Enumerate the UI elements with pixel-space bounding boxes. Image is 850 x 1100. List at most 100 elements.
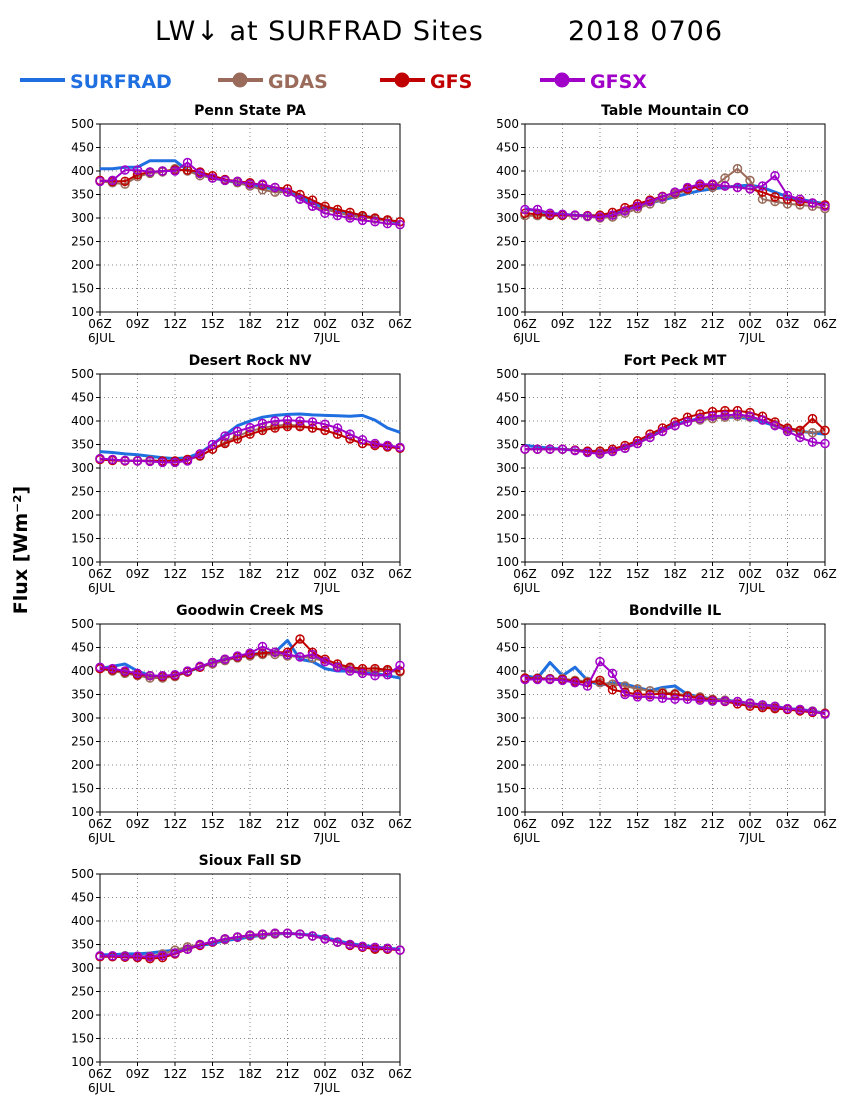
y-tick-label: 500 [71,367,94,381]
x-tick-label: 00Z [313,1067,337,1081]
y-tick-label: 150 [71,282,94,296]
x-tick-label: 18Z [663,317,687,331]
y-tick-label: 150 [71,1032,94,1046]
x-tick-label: 21Z [701,567,725,581]
y-tick-label: 300 [71,961,94,975]
y-tick-label: 200 [71,258,94,272]
x-tick-label: 18Z [238,567,262,581]
panel-title: Penn State PA [194,103,306,119]
series-gfsx [520,409,830,459]
y-tick-label: 350 [71,188,94,202]
x-tick-label: 06Z [88,567,112,581]
x-date-label: 7JUL [313,331,340,345]
y-tick-label: 300 [496,711,519,725]
legend-label-gfsx: GFSX [590,71,647,93]
x-tick-label: 03Z [776,817,800,831]
panel-title: Table Mountain CO [601,103,749,119]
x-date-label: 6JUL [513,331,540,345]
x-date-label: 6JUL [513,581,540,595]
y-tick-label: 200 [71,758,94,772]
x-tick-label: 09Z [551,317,575,331]
y-tick-label: 200 [71,1008,94,1022]
y-tick-label: 200 [71,508,94,522]
x-tick-label: 06Z [513,567,537,581]
y-tick-label: 250 [71,985,94,999]
legend-marker-gfs [394,72,410,88]
x-tick-label: 00Z [738,817,762,831]
legend-label-gfs: GFS [430,71,472,93]
y-tick-label: 250 [496,735,519,749]
y-tick-label: 100 [496,555,519,569]
panel-fort-peck-mt: Fort Peck MT 100 150 200 250 300 350 400 450 500 0… [496,353,837,595]
grid [100,874,400,1062]
y-tick-label: 150 [496,782,519,796]
legend-item-surfrad: SURFRAD [20,71,172,93]
x-tick-label: 06Z [388,567,412,581]
y-tick-label: 200 [496,258,519,272]
x-tick-label: 21Z [276,817,300,831]
x-tick-label: 06Z [513,317,537,331]
y-tick-label: 100 [496,305,519,319]
x-tick-label: 00Z [313,317,337,331]
series-line-gfs [99,169,401,223]
grid [525,124,825,312]
legend-label-surfrad: SURFRAD [70,71,172,93]
x-tick-label: 15Z [626,567,650,581]
y-tick-label: 250 [71,235,94,249]
y-tick-label: 350 [71,938,94,952]
x-tick-label: 00Z [738,317,762,331]
y-tick-label: 450 [496,641,519,655]
x-tick-label: 03Z [776,317,800,331]
x-tick-label: 06Z [388,1067,412,1081]
panel-sioux-fall-sd: Sioux Fall SD 100 150 200 250 300 350 400 450 500… [71,853,412,1095]
legend-label-gdas: GDAS [268,71,328,93]
x-tick-label: 12Z [163,1067,187,1081]
x-tick-label: 00Z [313,567,337,581]
x-tick-label: 15Z [201,567,225,581]
figure-title: LW↓ at SURFRAD Sites [155,16,484,47]
grid [100,124,400,312]
x-tick-label: 18Z [238,817,262,831]
x-date-label: 7JUL [738,331,765,345]
panel-bondville-il: Bondville IL 100 150 200 250 300 350 400 450 500 0… [496,603,837,845]
y-tick-label: 150 [496,532,519,546]
series-gfsx [520,170,830,222]
y-tick-label: 400 [71,664,94,678]
x-date-label: 6JUL [88,331,115,345]
series-surfrad [524,661,826,715]
grid [525,374,825,562]
y-tick-label: 300 [496,211,519,225]
x-tick-label: 15Z [626,817,650,831]
y-tick-label: 350 [71,438,94,452]
x-tick-label: 00Z [738,567,762,581]
series-gfsx [95,415,405,468]
y-tick-label: 500 [496,117,519,131]
y-tick-label: 350 [496,688,519,702]
x-tick-label: 09Z [126,317,150,331]
x-date-label: 6JUL [88,1081,115,1095]
legend-marker-gdas [232,72,248,88]
grid [100,374,400,562]
x-tick-label: 12Z [163,567,187,581]
legend-marker-gfsx [554,72,570,88]
x-tick-label: 03Z [351,567,375,581]
y-tick-label: 200 [496,508,519,522]
y-tick-label: 250 [71,485,94,499]
x-tick-label: 21Z [276,567,300,581]
x-tick-label: 15Z [201,817,225,831]
x-date-label: 6JUL [88,831,115,845]
y-tick-label: 200 [496,758,519,772]
series-gfsx [520,656,830,719]
panels: Penn State PA 100 150 200 250 300 350 400 450 500… [71,103,837,1095]
x-tick-label: 18Z [238,1067,262,1081]
figure-date: 2018 0706 [568,16,723,47]
y-tick-label: 300 [71,711,94,725]
panel-title: Goodwin Creek MS [176,603,324,619]
y-tick-label: 450 [71,641,94,655]
y-tick-label: 450 [71,391,94,405]
y-tick-label: 500 [71,117,94,131]
y-tick-label: 350 [496,188,519,202]
y-tick-label: 350 [71,688,94,702]
x-date-label: 7JUL [313,581,340,595]
